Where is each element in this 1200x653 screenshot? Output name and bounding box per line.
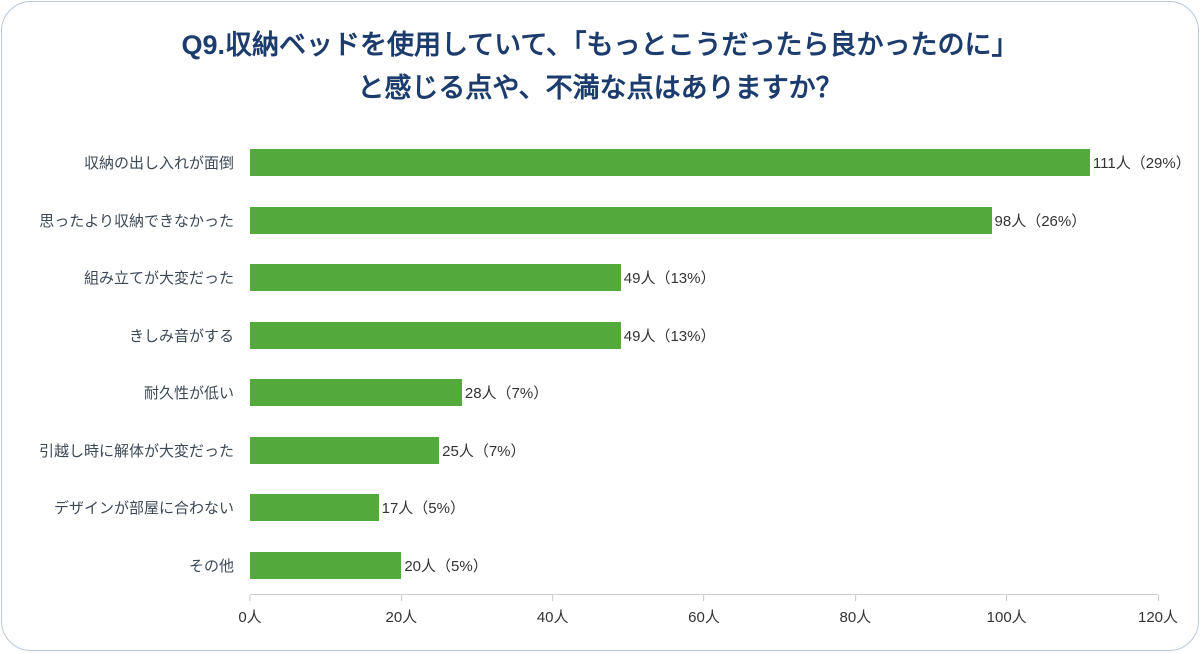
value-label: 49人（13%）: [623, 327, 716, 345]
chart-title: Q9.収納ベッドを使用していて、「もっとこうだったら良かったのに」 と感じる点や…: [2, 24, 1198, 110]
tick-mark: [552, 595, 554, 601]
bar: [250, 206, 992, 234]
x-tick-label: 20人: [385, 609, 418, 626]
chart-row: 引越し時に解体が大変だった 25人（7%）: [18, 422, 1158, 480]
x-tick-label: 60人: [688, 609, 720, 626]
chart-row: 耐久性が低い 28人（7%）: [18, 364, 1158, 422]
category-label: 引越し時に解体が大変だった: [38, 442, 234, 460]
x-tick: 80人: [839, 595, 871, 627]
x-axis: 0人 20人 40人 60人 80人 100人: [238, 594, 1178, 634]
bar-zone: 25人（7%）: [250, 422, 1158, 480]
x-tick-label: 120人: [1137, 609, 1179, 626]
bar: [250, 149, 1090, 177]
bar: [250, 551, 402, 579]
tick-mark: [1157, 595, 1159, 601]
value-label: 25人（7%）: [442, 442, 526, 460]
chart-row: デザインが部屋に合わない 17人（5%）: [18, 479, 1158, 537]
bar: [250, 379, 462, 407]
category-label: その他: [188, 557, 234, 575]
bar-zone: 98人（26%）: [250, 192, 1158, 250]
chart-row: 組み立てが大変だった 49人（13%）: [18, 249, 1158, 307]
bar: [250, 436, 440, 464]
value-label: 49人（13%）: [623, 270, 716, 288]
x-tick-label: 40人: [536, 609, 569, 626]
x-tick: 60人: [688, 595, 720, 627]
x-tick: 100人: [987, 595, 1027, 627]
bar-zone: 28人（7%）: [250, 364, 1158, 422]
x-tick-label: 100人: [986, 609, 1027, 626]
chart-row: 思ったより収納できなかった 98人（26%）: [18, 192, 1158, 250]
category-label: 耐久性が低い: [143, 385, 234, 403]
chart-row: 収納の出し入れが面倒 111人（29%）: [18, 134, 1191, 192]
tick-mark: [854, 595, 856, 601]
x-tick-label: 80人: [839, 609, 872, 626]
bar-zone: 111人（29%）: [250, 134, 1191, 192]
bar-zone: 20人（5%）: [250, 537, 1158, 595]
category-label: 収納の出し入れが面倒: [83, 155, 234, 173]
value-label: 111人（29%）: [1092, 155, 1191, 173]
title-line-1: Q9.収納ベッドを使用していて、「もっとこうだったら良かったのに」: [181, 30, 1019, 60]
bar: [250, 494, 379, 522]
value-label: 20人（5%）: [404, 557, 488, 575]
chart-row: きしみ音がする 49人（13%）: [18, 307, 1158, 365]
x-tick-label: 0人: [238, 609, 262, 626]
x-tick: 40人: [537, 595, 569, 627]
bar: [250, 321, 621, 349]
x-tick: 0人: [238, 595, 262, 627]
value-label: 17人（5%）: [381, 500, 465, 518]
value-label: 98人（26%）: [994, 212, 1087, 230]
category-label: 組み立てが大変だった: [83, 270, 234, 288]
category-label: デザインが部屋に合わない: [53, 500, 234, 518]
x-tick: 20人: [385, 595, 417, 627]
bar-chart: 収納の出し入れが面倒 111人（29%） 思ったより収納できなかった 98人（2…: [18, 134, 1191, 634]
category-label: きしみ音がする: [128, 327, 234, 345]
tick-mark: [249, 595, 251, 601]
chart-row: その他 20人（5%）: [18, 537, 1158, 595]
tick-mark: [400, 595, 402, 601]
bar-zone: 49人（13%）: [250, 249, 1158, 307]
category-label: 思ったより収納できなかった: [39, 212, 234, 230]
x-tick: 120人: [1138, 595, 1178, 627]
bar-zone: 17人（5%）: [250, 479, 1158, 537]
chart-rows: 収納の出し入れが面倒 111人（29%） 思ったより収納できなかった 98人（2…: [18, 134, 1191, 595]
title-line-2: と感じる点や、不満な点はありますか？: [357, 73, 843, 103]
tick-mark: [1006, 595, 1008, 601]
bar-zone: 49人（13%）: [250, 307, 1158, 365]
value-label: 28人（7%）: [464, 385, 549, 403]
tick-mark: [703, 595, 705, 601]
bar: [250, 264, 621, 292]
